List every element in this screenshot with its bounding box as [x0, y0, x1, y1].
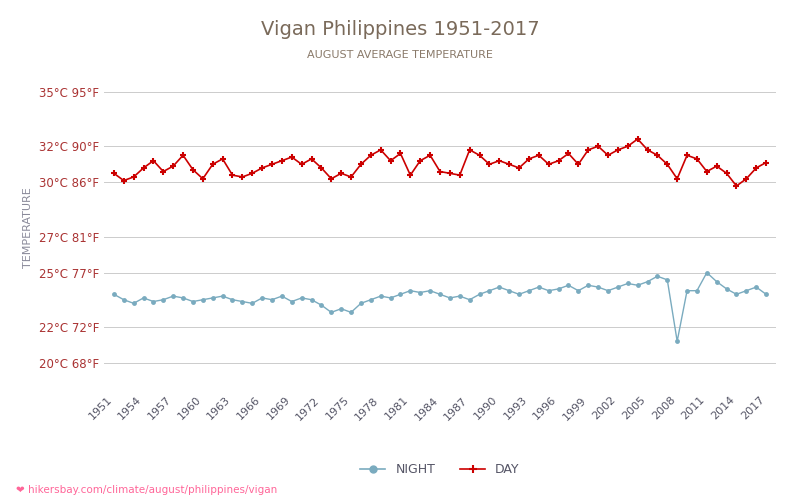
Text: Vigan Philippines 1951-2017: Vigan Philippines 1951-2017	[261, 20, 539, 39]
Y-axis label: TEMPERATURE: TEMPERATURE	[22, 187, 33, 268]
Text: AUGUST AVERAGE TEMPERATURE: AUGUST AVERAGE TEMPERATURE	[307, 50, 493, 60]
Legend: NIGHT, DAY: NIGHT, DAY	[355, 458, 525, 481]
Text: ❤ hikersbay.com/climate/august/philippines/vigan: ❤ hikersbay.com/climate/august/philippin…	[16, 485, 278, 495]
